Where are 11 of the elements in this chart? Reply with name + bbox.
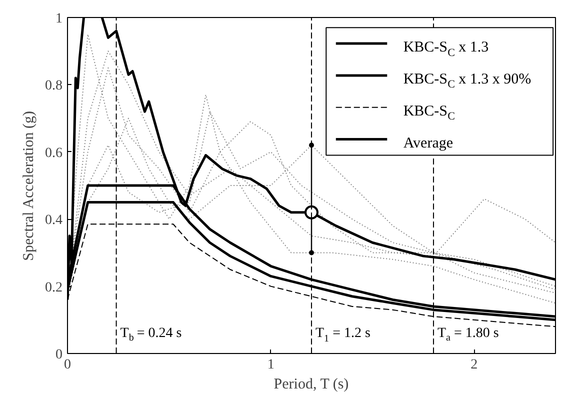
x-tick-label: 2 — [470, 358, 478, 372]
x-axis-title: Period, T (s) — [274, 376, 349, 392]
y-tick-label: 0.2 — [45, 280, 62, 296]
y-tick-label: 0.4 — [45, 213, 62, 228]
y-tick-label: 1 — [56, 12, 62, 26]
y-tick-label: 0 — [56, 348, 62, 362]
y-axis-title: Spectral Acceleration (g) — [21, 110, 37, 261]
y-tick-label: 0.8 — [45, 78, 62, 94]
x-tick-label: 1 — [267, 358, 274, 372]
y-tick-label: 0.6 — [45, 146, 62, 161]
legend-label: Average — [403, 135, 454, 152]
